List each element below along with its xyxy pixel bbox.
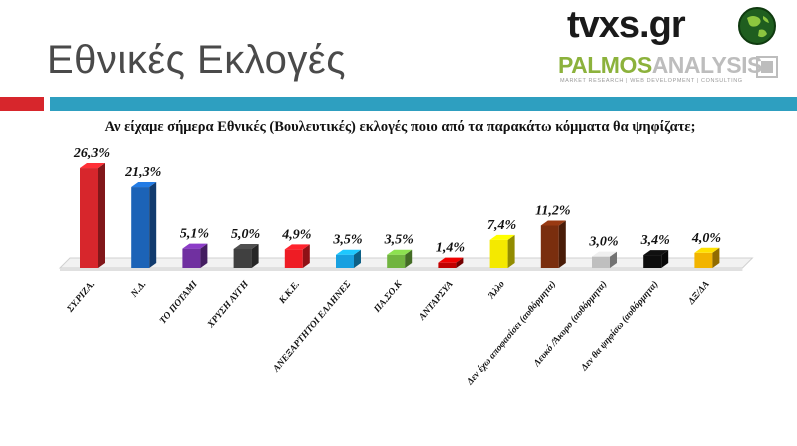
category-label: Ν.Δ.	[129, 280, 149, 301]
data-label: 4,0%	[691, 231, 721, 246]
data-label: 3,5%	[384, 233, 414, 248]
bar-top	[284, 244, 310, 250]
bar	[489, 239, 508, 268]
bar	[438, 262, 457, 268]
data-label: 5,0%	[231, 227, 260, 242]
category-label: ΧΡΥΣΗ ΑΥΓΗ	[206, 279, 252, 331]
bar	[233, 249, 252, 268]
bar-side	[354, 249, 361, 268]
chart-title: Αν είχαμε σήμερα Εθνικές (Βουλευτικές) ε…	[104, 119, 696, 135]
data-label: 5,1%	[180, 227, 209, 242]
palmos-box-icon	[756, 56, 778, 78]
bar-side	[302, 244, 310, 268]
chart-floor-edge	[60, 268, 743, 271]
bar-top	[540, 220, 566, 226]
palmos-tagline: MARKET RESEARCH | WEB DEVELOPMENT | CONS…	[560, 78, 743, 84]
bar-top	[233, 244, 259, 249]
bar-side	[405, 249, 413, 268]
data-label: 4,9%	[281, 227, 311, 242]
data-label: 3,0%	[588, 235, 618, 250]
bar-side	[149, 182, 157, 268]
bar-side	[610, 251, 617, 268]
bar-side	[456, 257, 464, 268]
bar-side	[661, 250, 669, 268]
category-label: Κ.Κ.Ε.	[277, 280, 302, 307]
tvxs-logo: tvxs.gr	[567, 4, 686, 46]
bar	[336, 254, 354, 268]
bar-side	[507, 234, 515, 268]
bar-top	[592, 251, 617, 257]
category-label: ΠΑ.ΣΟ.Κ	[372, 279, 405, 315]
globe-icon	[738, 7, 776, 45]
bar-top	[131, 182, 157, 188]
data-label: 7,4%	[487, 218, 516, 233]
category-label: ΑΝΤΑΡΣΥΑ	[417, 280, 456, 324]
data-label: 3,5%	[332, 233, 362, 248]
category-label: ΣΥ.ΡΙΖΑ.	[65, 280, 97, 316]
palmos-logo: PALMOSANALYSIS	[558, 52, 762, 79]
bar	[694, 252, 713, 268]
bar-top	[80, 163, 105, 169]
bar-top	[438, 257, 464, 263]
bar-top	[643, 250, 669, 256]
data-label: 11,2%	[535, 203, 570, 218]
category-label: Δεν έχω αποφασίσει (αυθόρμητα)	[464, 279, 558, 388]
bar-side	[251, 244, 259, 268]
bar-top	[182, 243, 208, 249]
data-label: 1,4%	[436, 241, 465, 256]
bar-side	[558, 220, 566, 268]
bar	[540, 225, 559, 268]
accent-bar-red	[0, 97, 44, 111]
bar-side	[200, 243, 208, 268]
category-label: ΤΟ ΠΟΤΑΜΙ	[158, 279, 200, 326]
bar	[284, 249, 303, 268]
bar	[592, 256, 610, 268]
palmos-logo-part1: PALMOS	[558, 52, 652, 78]
bar	[182, 248, 201, 268]
palmos-logo-part2: ANALYSIS	[651, 52, 763, 78]
bar	[643, 255, 662, 268]
bar-side	[712, 247, 720, 268]
data-label: 3,4%	[640, 233, 670, 248]
bar	[131, 187, 150, 268]
accent-bar-teal	[50, 97, 797, 111]
bar-top	[694, 247, 720, 253]
bar-top	[387, 249, 413, 255]
category-label: Άλλο	[486, 279, 507, 301]
bar	[80, 168, 98, 268]
slide-title: Εθνικές Εκλογές	[47, 38, 346, 82]
bar-top	[489, 234, 515, 240]
bar-side	[98, 163, 105, 268]
data-label: 26,3%	[73, 146, 110, 161]
category-label: ΔΞ/ΔΑ	[686, 280, 712, 308]
bar	[387, 254, 406, 268]
bar-top	[336, 249, 361, 255]
data-label: 21,3%	[124, 165, 161, 180]
